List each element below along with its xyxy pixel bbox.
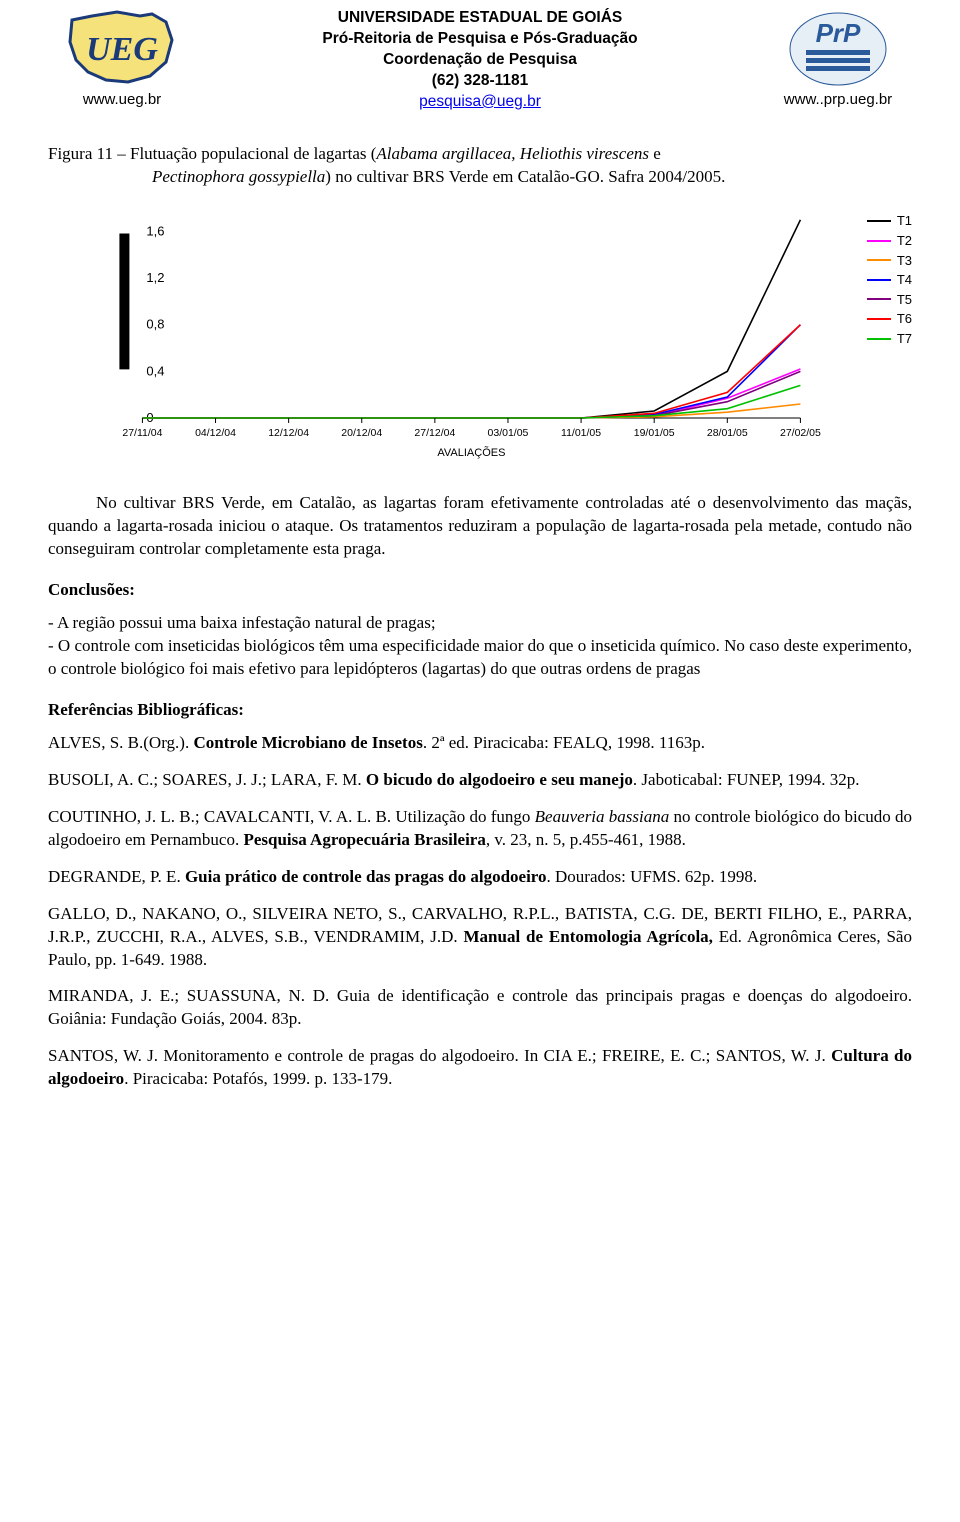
paragraph-results: No cultivar BRS Verde, em Catalão, as la… — [48, 492, 912, 561]
legend-item-T6: T6 — [867, 310, 912, 328]
x-tick-label: 27/12/04 — [414, 427, 455, 439]
coord-name: Coordenação de Pesquisa — [196, 50, 764, 71]
phone-number: (62) 328-1181 — [196, 71, 764, 92]
legend-label: T1 — [897, 212, 912, 230]
legend-swatch — [867, 240, 891, 242]
legend-label: T5 — [897, 291, 912, 309]
legend-swatch — [867, 338, 891, 340]
legend-item-T2: T2 — [867, 232, 912, 250]
svg-text:PrP: PrP — [816, 18, 861, 48]
legend-item-T3: T3 — [867, 252, 912, 270]
caption-mid: e — [649, 144, 661, 163]
email-link[interactable]: pesquisa@ueg.br — [419, 93, 541, 110]
legend-label: T4 — [897, 271, 912, 289]
x-tick-label: 27/02/05 — [780, 427, 821, 439]
svg-text:UEG: UEG — [86, 31, 158, 68]
figure-11-chart: 00,40,81,21,627/11/0404/12/0412/12/0420/… — [48, 206, 912, 466]
paragraph-results-text: No cultivar BRS Verde, em Catalão, as la… — [48, 493, 912, 558]
legend-swatch — [867, 318, 891, 320]
caption-prefix: Figura 11 – Flutuação populacional de la… — [48, 144, 376, 163]
reference-item: COUTINHO, J. L. B.; CAVALCANTI, V. A. L.… — [48, 806, 912, 852]
conclusions-heading: Conclusões: — [48, 579, 912, 602]
university-name: UNIVERSIDADE ESTADUAL DE GOIÁS — [196, 8, 764, 29]
references-list: ALVES, S. B.(Org.). Controle Microbiano … — [48, 732, 912, 1091]
header-right: PrP www..prp.ueg.br — [764, 10, 912, 110]
page-header: UEG www.ueg.br UNIVERSIDADE ESTADUAL DE … — [48, 0, 912, 125]
y-tick-label: 1,2 — [146, 271, 164, 286]
header-right-url: www..prp.ueg.br — [784, 90, 892, 110]
chart-svg: 00,40,81,21,627/11/0404/12/0412/12/0420/… — [48, 206, 853, 466]
conclusions-list: - A região possui uma baixa infestação n… — [48, 612, 912, 681]
ueg-logo-icon: UEG — [62, 10, 182, 88]
header-left-url: www.ueg.br — [83, 90, 161, 110]
legend-label: T6 — [897, 310, 912, 328]
legend-item-T7: T7 — [867, 330, 912, 348]
legend-label: T7 — [897, 330, 912, 348]
legend-swatch — [867, 220, 891, 222]
caption-species2: Pectinophora gossypiella — [152, 167, 325, 186]
reference-item: DEGRANDE, P. E. Guia prático de controle… — [48, 866, 912, 889]
references-heading: Referências Bibliográficas: — [48, 699, 912, 722]
legend-item-T1: T1 — [867, 212, 912, 230]
conclusion-item: - A região possui uma baixa infestação n… — [48, 612, 912, 635]
caption-suffix: ) no cultivar BRS Verde em Catalão-GO. S… — [325, 167, 725, 186]
legend-swatch — [867, 279, 891, 281]
y-tick-label: 0,4 — [146, 364, 164, 379]
chart-legend: T1 T2 T3T4 T5T6 T7 — [867, 206, 912, 349]
series-T1 — [142, 220, 800, 418]
legend-label: T2 — [897, 232, 912, 250]
legend-item-T4: T4 — [867, 271, 912, 289]
reference-item: BUSOLI, A. C.; SOARES, J. J.; LARA, F. M… — [48, 769, 912, 792]
x-tick-label: 11/01/05 — [561, 427, 601, 439]
legend-swatch — [867, 298, 891, 300]
prp-logo-icon: PrP — [786, 10, 890, 88]
reference-item: ALVES, S. B.(Org.). Controle Microbiano … — [48, 732, 912, 755]
x-axis-title: AVALIAÇÕES — [437, 446, 505, 459]
reference-item: GALLO, D., NAKANO, O., SILVEIRA NETO, S.… — [48, 903, 912, 972]
figure-11-caption: Figura 11 – Flutuação populacional de la… — [48, 143, 912, 189]
header-left: UEG www.ueg.br — [48, 10, 196, 110]
caption-species1: Alabama argillacea, Heliothis virescens — [376, 144, 649, 163]
reference-item: SANTOS, W. J. Monitoramento e controle d… — [48, 1045, 912, 1091]
x-tick-label: 27/11/04 — [122, 427, 162, 439]
y-tick-label: 0,8 — [146, 317, 164, 332]
conclusion-item: - O controle com inseticidas biológicos … — [48, 635, 912, 681]
x-tick-label: 19/01/05 — [634, 427, 675, 439]
x-tick-label: 12/12/04 — [268, 427, 309, 439]
header-center: UNIVERSIDADE ESTADUAL DE GOIÁS Pró-Reito… — [196, 8, 764, 113]
x-tick-label: 20/12/04 — [341, 427, 382, 439]
y-tick-label: 1,6 — [146, 224, 164, 239]
x-tick-label: 28/01/05 — [707, 427, 748, 439]
x-tick-label: 03/01/05 — [488, 427, 529, 439]
x-tick-label: 04/12/04 — [195, 427, 236, 439]
legend-swatch — [867, 259, 891, 261]
reference-item: MIRANDA, J. E.; SUASSUNA, N. D. Guia de … — [48, 985, 912, 1031]
prorectory-name: Pró-Reitoria de Pesquisa e Pós-Graduação — [196, 29, 764, 50]
legend-label: T3 — [897, 252, 912, 270]
legend-item-T5: T5 — [867, 291, 912, 309]
